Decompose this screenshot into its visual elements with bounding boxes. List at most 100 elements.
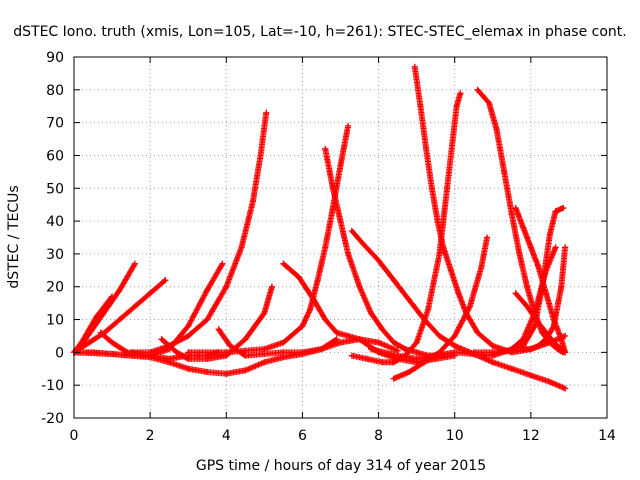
data-point bbox=[162, 277, 169, 284]
data-point bbox=[524, 303, 531, 310]
data-point bbox=[223, 283, 230, 290]
data-point bbox=[484, 234, 491, 241]
data-point bbox=[478, 264, 485, 271]
data-point bbox=[185, 349, 192, 356]
data-point bbox=[345, 332, 352, 339]
data-point bbox=[489, 359, 496, 366]
x-tick-label: 14 bbox=[598, 428, 616, 444]
y-tick-label: 0 bbox=[55, 345, 64, 361]
data-point bbox=[318, 346, 325, 353]
data-point bbox=[489, 349, 496, 356]
data-point bbox=[417, 103, 424, 110]
data-point bbox=[348, 227, 355, 234]
data-point bbox=[402, 346, 409, 353]
data-point bbox=[242, 367, 249, 374]
y-tick-label: 40 bbox=[46, 214, 64, 230]
axis-ticks: 0 2 4 6 8 10 12 14 -20 -10 0 10 20 30 40 50 60 70 80 90 bbox=[41, 50, 616, 444]
data-point bbox=[451, 342, 458, 349]
series-marks bbox=[71, 260, 226, 359]
data-point bbox=[508, 211, 515, 218]
data-point bbox=[242, 336, 249, 343]
series-marks bbox=[348, 90, 464, 366]
data-point bbox=[322, 244, 329, 251]
data-point bbox=[394, 352, 401, 359]
data-point bbox=[411, 63, 418, 70]
data-point bbox=[82, 336, 89, 343]
data-point bbox=[348, 352, 355, 359]
data-point bbox=[413, 349, 420, 356]
series-2 bbox=[71, 260, 138, 356]
data-point bbox=[166, 359, 173, 366]
data-point bbox=[552, 208, 559, 215]
data-point bbox=[185, 323, 192, 330]
data-point bbox=[436, 250, 443, 257]
data-point bbox=[379, 326, 386, 333]
x-tick-label: 4 bbox=[222, 428, 231, 444]
data-point bbox=[356, 336, 363, 343]
data-point bbox=[261, 309, 268, 316]
data-point bbox=[367, 346, 374, 353]
data-point bbox=[215, 326, 222, 333]
data-point bbox=[508, 347, 515, 354]
data-point bbox=[560, 204, 567, 211]
data-point bbox=[219, 260, 226, 267]
data-point bbox=[520, 224, 527, 231]
data-point bbox=[314, 277, 321, 284]
data-point bbox=[406, 296, 413, 303]
y-tick-label: 80 bbox=[46, 83, 64, 99]
data-point bbox=[263, 109, 270, 116]
chart-title: dSTEC Iono. truth (xmis, Lon=105, Lat=-1… bbox=[13, 24, 626, 40]
data-point bbox=[131, 303, 138, 310]
data-point bbox=[428, 185, 435, 192]
data-point bbox=[131, 260, 138, 267]
series-12 bbox=[322, 145, 447, 359]
data-point bbox=[512, 290, 519, 297]
data-point bbox=[390, 359, 397, 366]
data-point bbox=[558, 283, 565, 290]
data-point bbox=[474, 86, 481, 93]
data-point bbox=[451, 332, 458, 339]
data-point bbox=[345, 122, 352, 129]
data-point bbox=[185, 332, 192, 339]
x-tick-label: 10 bbox=[446, 428, 464, 444]
series-14 bbox=[411, 63, 569, 356]
data-point bbox=[337, 339, 344, 346]
data-point bbox=[562, 385, 569, 392]
data-point bbox=[367, 309, 374, 316]
data-point bbox=[406, 369, 413, 376]
y-tick-label: 60 bbox=[46, 148, 64, 164]
data-point bbox=[485, 99, 492, 106]
data-point bbox=[223, 349, 230, 356]
data-point bbox=[257, 152, 264, 159]
y-axis-label: dSTEC / TECUs bbox=[6, 185, 22, 288]
data-point bbox=[436, 332, 443, 339]
data-point bbox=[299, 323, 306, 330]
data-point bbox=[516, 250, 523, 257]
data-point bbox=[466, 303, 473, 310]
data-point bbox=[337, 218, 344, 225]
data-point bbox=[238, 244, 245, 251]
data-point bbox=[93, 319, 100, 326]
data-point bbox=[329, 185, 336, 192]
data-point bbox=[333, 329, 340, 336]
data-point bbox=[546, 231, 553, 238]
data-point bbox=[562, 349, 569, 356]
y-tick-label: -20 bbox=[41, 411, 64, 427]
data-point bbox=[147, 354, 154, 361]
data-point bbox=[546, 378, 553, 385]
data-point bbox=[390, 277, 397, 284]
data-point bbox=[337, 162, 344, 169]
series-15 bbox=[348, 90, 464, 366]
data-point bbox=[423, 145, 430, 152]
data-point bbox=[527, 346, 534, 353]
data-point bbox=[173, 349, 180, 356]
data-point bbox=[261, 346, 268, 353]
data-point bbox=[455, 290, 462, 297]
data-point bbox=[535, 342, 542, 349]
data-point bbox=[425, 306, 432, 313]
data-point bbox=[390, 339, 397, 346]
y-tick-label: 20 bbox=[46, 280, 64, 296]
plot-frame bbox=[73, 56, 608, 419]
data-point bbox=[449, 136, 456, 143]
data-point bbox=[360, 241, 367, 248]
